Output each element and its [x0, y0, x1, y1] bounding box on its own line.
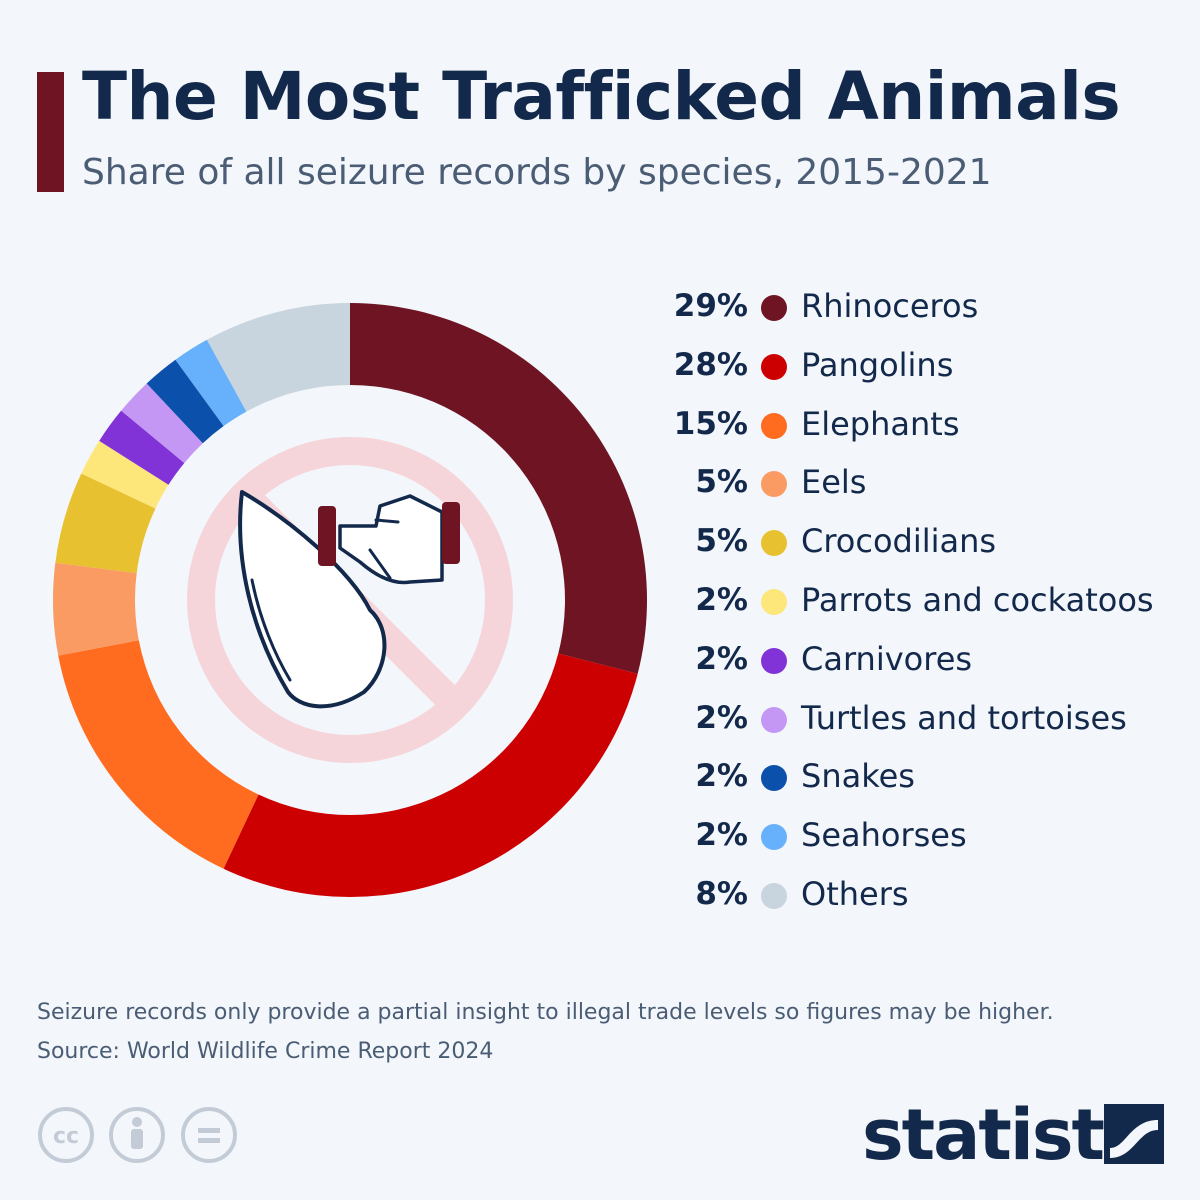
- legend-label: Rhinoceros: [801, 287, 979, 325]
- legend-label: Eels: [801, 463, 867, 502]
- chart-title: The Most Trafficked Animals: [82, 58, 1121, 135]
- legend-label: Crocodilians: [801, 522, 997, 561]
- legend-label: Elephants: [801, 404, 960, 443]
- legend-swatch: [761, 353, 787, 380]
- statista-logo-text[interactable]: statista: [862, 1094, 1150, 1176]
- donut-slice-pangolins[interactable]: [223, 653, 638, 897]
- legend-swatch: [761, 765, 787, 792]
- legend-label: Others: [801, 875, 909, 913]
- legend-label: Pangolins: [801, 345, 954, 384]
- legend-item: 2% Carnivores: [650, 633, 1190, 691]
- legend-value: 2%: [695, 758, 748, 795]
- legend-item: 5% Crocodilians: [650, 515, 1190, 573]
- no-derivatives-icon[interactable]: [180, 1106, 238, 1164]
- legend-swatch: [761, 824, 787, 851]
- legend-label: Parrots and cockatoos: [801, 581, 1154, 619]
- donut-slice-seahorses[interactable]: [175, 339, 247, 427]
- legend-value: 29%: [673, 288, 748, 324]
- donut-slice-crocodilians[interactable]: [55, 473, 156, 574]
- legend-value: 8%: [695, 876, 748, 912]
- legend-label: Seahorses: [801, 816, 967, 855]
- legend-item: 8% Others: [650, 868, 1190, 926]
- legend-value: 15%: [673, 405, 748, 442]
- chart-subtitle: Share of all seizure records by species,…: [82, 152, 992, 193]
- legend-value: 28%: [673, 346, 748, 383]
- svg-text:cc: cc: [53, 1124, 79, 1149]
- creative-commons-icon[interactable]: cc: [37, 1106, 95, 1164]
- legend-swatch: [761, 471, 787, 498]
- legend-label: Carnivores: [801, 639, 973, 678]
- legend-swatch: [761, 295, 787, 321]
- legend-value: 5%: [695, 523, 748, 560]
- legend-label: Turtles and tortoises: [801, 698, 1127, 737]
- legend-item: 2% Parrots and cockatoos: [650, 574, 1190, 632]
- legend-value: 2%: [695, 699, 748, 736]
- legend-swatch: [761, 589, 787, 615]
- donut-chart: [53, 303, 647, 897]
- legend-item: 2% Turtles and tortoises: [650, 692, 1190, 750]
- donut-slice-rhinoceros[interactable]: [350, 303, 647, 674]
- legend-item: 29% Rhinoceros: [650, 280, 1190, 338]
- attribution-icon[interactable]: [108, 1106, 166, 1164]
- legend-item: 5% Eels: [650, 456, 1190, 514]
- donut-slice-others[interactable]: [206, 303, 350, 412]
- title-accent-bar: [37, 72, 64, 192]
- legend-value: 2%: [695, 817, 748, 854]
- legend-value: 5%: [695, 464, 748, 501]
- statista-logo-icon[interactable]: [1104, 1104, 1164, 1164]
- donut-slice-carnivores[interactable]: [99, 410, 185, 485]
- legend-item: 28% Pangolins: [650, 339, 1190, 397]
- footnote: Seizure records only provide a partial i…: [37, 1000, 1054, 1025]
- legend-item: 15% Elephants: [650, 398, 1190, 456]
- legend-value: 2%: [695, 640, 748, 677]
- legend-item: 2% Seahorses: [650, 809, 1190, 867]
- donut-slice-parrots-and-cockatoos[interactable]: [81, 440, 169, 509]
- no-trafficking-icon: [187, 437, 513, 763]
- legend-label: Snakes: [801, 757, 915, 796]
- legend-swatch: [761, 706, 787, 733]
- legend-item: 2% Snakes: [650, 750, 1190, 808]
- legend-swatch: [761, 530, 787, 557]
- donut-slice-eels[interactable]: [53, 562, 139, 656]
- legend-swatch: [761, 647, 787, 674]
- legend-swatch: [761, 412, 787, 439]
- source-line: Source: World Wildlife Crime Report 2024: [37, 1039, 494, 1064]
- donut-slice-snakes[interactable]: [146, 359, 224, 444]
- donut-slice-turtles-and-tortoises[interactable]: [121, 383, 203, 463]
- donut-slice-elephants[interactable]: [58, 640, 259, 869]
- legend-swatch: [761, 883, 787, 909]
- legend-value: 2%: [695, 582, 748, 618]
